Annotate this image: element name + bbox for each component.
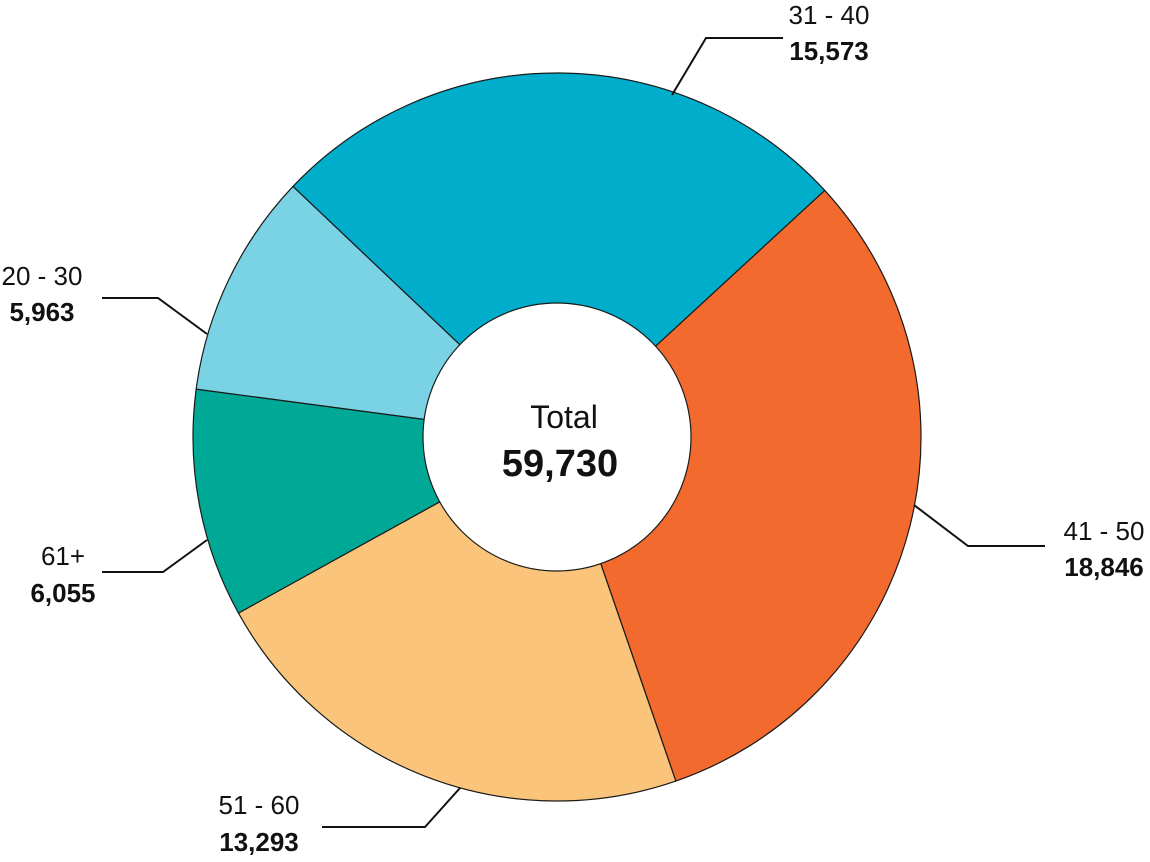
leader-line: [671, 37, 783, 96]
center-total: 59,730: [502, 443, 618, 485]
slice-41-50: [556, 189, 922, 782]
leader-line: [102, 539, 208, 573]
slice-value-label: 15,573: [789, 36, 869, 66]
leader-line: [322, 787, 461, 828]
slice-value-label: 5,963: [9, 297, 74, 327]
slice-category-label: 51 - 60: [219, 790, 300, 820]
slice-value-label: 18,846: [1064, 552, 1144, 582]
leader-line: [913, 504, 1045, 547]
slice-category-label: 31 - 40: [789, 0, 870, 30]
slice-category-label: 61+: [41, 541, 85, 571]
slice-category-label: 41 - 50: [1064, 516, 1145, 546]
slice-value-label: 13,293: [219, 827, 299, 857]
center-title: Total: [530, 399, 598, 435]
slice-value-label: 6,055: [30, 578, 95, 608]
slice-category-label: 20 - 30: [2, 261, 83, 291]
leader-line: [102, 297, 208, 335]
chart-leader-lines: [102, 37, 1045, 828]
donut-hole: [422, 302, 692, 572]
slice-31-40: [292, 72, 826, 438]
